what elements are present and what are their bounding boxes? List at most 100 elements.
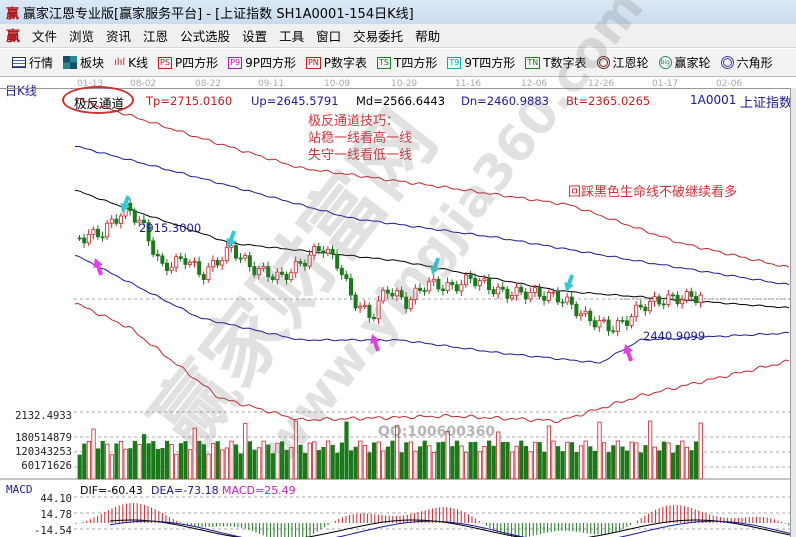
volume-bar-up xyxy=(174,453,179,480)
candle-down xyxy=(611,330,616,333)
annotation-line: 站稳一线看高一线 xyxy=(308,131,413,146)
candle-up xyxy=(684,291,689,301)
date-label: 12-06 xyxy=(521,79,548,89)
date-label: 11-16 xyxy=(455,79,482,89)
up-value: Up=2645.5791 xyxy=(251,94,339,108)
volume-bar-up xyxy=(496,431,501,480)
candle-down xyxy=(371,317,376,320)
candle-down xyxy=(436,278,441,290)
annotation-line: 极反通道技巧： xyxy=(308,114,400,129)
candle-down xyxy=(321,250,326,254)
volume-bar-down xyxy=(625,450,630,480)
volume-bar-down xyxy=(486,440,492,480)
volume-bar-down xyxy=(252,449,257,480)
menu-formula[interactable]: 公式选股 xyxy=(180,29,231,44)
channel-bottom-line xyxy=(74,302,790,424)
toolbar-gann-wheel[interactable]: 江恩轮 xyxy=(596,54,649,71)
title-bar: 赢 赢家江恩专业版[赢家服务平台] - [上证指数 SH1A0001-154日K… xyxy=(0,0,796,24)
candle-up xyxy=(394,290,399,297)
toolbar-t-table[interactable]: TN T数字表 xyxy=(525,56,587,70)
menu-news[interactable]: 资讯 xyxy=(106,29,132,44)
volume-bar-down xyxy=(128,448,133,480)
toolbar-hexagon[interactable]: 六角形 xyxy=(720,54,773,71)
volume-bar-down xyxy=(183,441,188,480)
candle-up xyxy=(579,313,584,317)
candle-up xyxy=(105,222,110,238)
bt-value: Bt=2365.0265 xyxy=(566,94,651,108)
volume-bar-down xyxy=(657,450,662,480)
candle-up xyxy=(634,304,639,318)
volume-bar-up xyxy=(91,428,96,480)
candle-down xyxy=(638,304,643,308)
candle-down xyxy=(151,240,156,255)
candle-up xyxy=(509,295,514,299)
toolbar-p-table[interactable]: PN P数字表 xyxy=(305,56,368,70)
volume-bar-up xyxy=(137,443,142,480)
candle-up xyxy=(169,266,174,271)
candle-up xyxy=(137,219,142,223)
volume-bar-down xyxy=(344,421,349,480)
volume-bar-up xyxy=(528,451,533,480)
volume-bar-up xyxy=(652,446,657,480)
candle-down xyxy=(279,271,284,275)
big-wheel-icon: Big xyxy=(658,56,672,69)
menu-file[interactable]: 文件 xyxy=(32,29,58,44)
candle-down xyxy=(335,253,340,269)
menu-logo[interactable]: 赢 xyxy=(6,28,20,45)
volume-bar-up xyxy=(684,446,690,480)
highlight-ellipse xyxy=(62,86,134,114)
candle-up xyxy=(583,310,588,315)
volume-bar-down xyxy=(141,434,147,480)
date-label: 12-26 xyxy=(588,79,615,89)
t9-icon: T9 xyxy=(447,56,462,69)
candle-down xyxy=(473,278,478,287)
volume-bar-down xyxy=(298,444,303,480)
toolbar-quotes[interactable]: 行情 xyxy=(12,54,53,71)
dea-line xyxy=(109,520,791,537)
date-label: 01-13 xyxy=(77,79,104,89)
menu-window[interactable]: 窗口 xyxy=(316,29,342,44)
candle-down xyxy=(339,267,344,276)
candle-up xyxy=(680,299,685,305)
chart-canvas xyxy=(0,97,791,537)
candle-up xyxy=(312,246,317,256)
toolbar-9t-square[interactable]: T9 9T四方形 xyxy=(447,56,516,70)
menu-tools[interactable]: 工具 xyxy=(279,29,305,44)
toolbar-kline[interactable]: ılıl K线 xyxy=(114,56,149,70)
candle-down xyxy=(519,286,524,293)
dn-value: Dn=2460.9883 xyxy=(461,94,549,108)
volume-bar-down xyxy=(671,452,676,480)
volume-bar-down xyxy=(588,446,593,480)
scrollbar[interactable] xyxy=(790,88,796,537)
gann-wheel-icon xyxy=(596,56,610,69)
volume-bar-up xyxy=(427,445,432,480)
menu-settings[interactable]: 设置 xyxy=(242,29,268,44)
candle-down xyxy=(560,301,565,304)
toolbar-winner-wheel[interactable]: Big 赢家轮 xyxy=(658,56,711,70)
candle-up xyxy=(629,316,634,326)
candle-down xyxy=(620,320,625,322)
menu-help[interactable]: 帮助 xyxy=(415,29,441,44)
candle-up xyxy=(528,292,533,300)
candle-up xyxy=(210,260,215,268)
dif-value: DIF=-60.43 xyxy=(80,484,143,497)
volume-bar-up xyxy=(459,445,464,480)
candle-up xyxy=(551,291,556,294)
volume-bar-up xyxy=(312,441,317,480)
toolbar-9p-square[interactable]: P9 9P四方形 xyxy=(228,56,296,70)
menu-trade[interactable]: 交易委托 xyxy=(353,29,404,44)
candle-up xyxy=(427,280,432,292)
volume-bar-up xyxy=(289,447,294,480)
candle-up xyxy=(482,278,487,282)
toolbar-t-square[interactable]: TS T四方形 xyxy=(377,56,438,70)
menu-browse[interactable]: 浏览 xyxy=(69,29,95,44)
toolbar-p-square[interactable]: PS P四方形 xyxy=(158,56,219,70)
candle-down xyxy=(178,256,183,259)
volume-bar-down xyxy=(270,453,276,480)
menu-gann[interactable]: 江恩 xyxy=(143,29,169,44)
volume-bar-down xyxy=(151,441,156,480)
candle-down xyxy=(247,255,252,268)
volume-bar-down xyxy=(404,442,409,480)
toolbar-sectors[interactable]: 板块 xyxy=(63,54,104,71)
